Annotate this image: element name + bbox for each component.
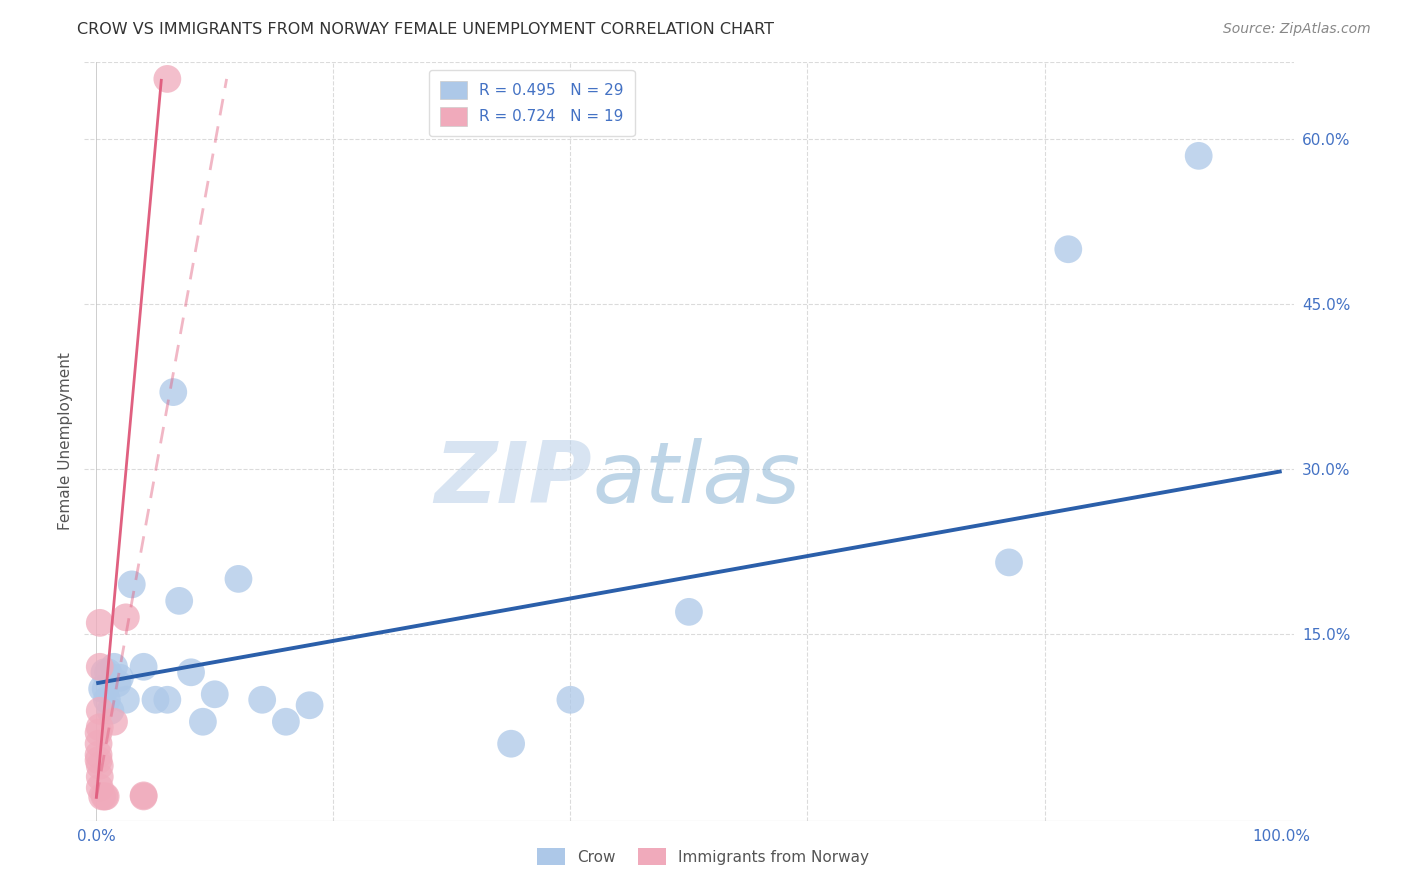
Point — [87, 753, 110, 767]
Point — [89, 660, 111, 674]
Point — [89, 720, 111, 734]
Point — [560, 692, 582, 706]
Point — [180, 665, 202, 680]
Legend: R = 0.495   N = 29, R = 0.724   N = 19: R = 0.495 N = 29, R = 0.724 N = 19 — [429, 70, 634, 136]
Point — [132, 789, 155, 803]
Point — [250, 692, 273, 706]
Point — [132, 660, 155, 674]
Point — [167, 594, 190, 608]
Point — [93, 789, 115, 804]
Point — [115, 610, 138, 624]
Point — [103, 714, 125, 729]
Y-axis label: Female Unemployment: Female Unemployment — [58, 352, 73, 531]
Point — [87, 747, 110, 762]
Point — [132, 789, 155, 804]
Point — [91, 789, 114, 804]
Point — [94, 789, 117, 804]
Text: ZIP: ZIP — [434, 438, 592, 521]
Text: Source: ZipAtlas.com: Source: ZipAtlas.com — [1223, 22, 1371, 37]
Point — [91, 681, 114, 696]
Point — [162, 385, 184, 400]
Point — [89, 615, 111, 630]
Point — [998, 556, 1021, 570]
Point — [115, 692, 138, 706]
Legend: Crow, Immigrants from Norway: Crow, Immigrants from Norway — [531, 842, 875, 871]
Point — [121, 577, 143, 591]
Point — [87, 737, 110, 751]
Point — [103, 660, 125, 674]
Point — [678, 605, 700, 619]
Point — [1188, 149, 1211, 163]
Point — [89, 780, 111, 795]
Point — [89, 758, 111, 772]
Point — [501, 737, 523, 751]
Point — [100, 704, 122, 718]
Point — [87, 725, 110, 739]
Point — [108, 671, 131, 685]
Point — [97, 665, 120, 680]
Point — [298, 698, 321, 713]
Point — [228, 572, 250, 586]
Point — [156, 692, 179, 706]
Point — [89, 704, 111, 718]
Point — [191, 714, 214, 729]
Point — [107, 676, 129, 690]
Point — [274, 714, 297, 729]
Point — [156, 71, 179, 86]
Point — [93, 665, 115, 680]
Point — [89, 770, 111, 784]
Point — [94, 681, 117, 696]
Point — [204, 687, 226, 701]
Text: atlas: atlas — [592, 438, 800, 521]
Text: CROW VS IMMIGRANTS FROM NORWAY FEMALE UNEMPLOYMENT CORRELATION CHART: CROW VS IMMIGRANTS FROM NORWAY FEMALE UN… — [77, 22, 775, 37]
Point — [145, 692, 167, 706]
Point — [1057, 242, 1080, 256]
Point — [96, 692, 118, 706]
